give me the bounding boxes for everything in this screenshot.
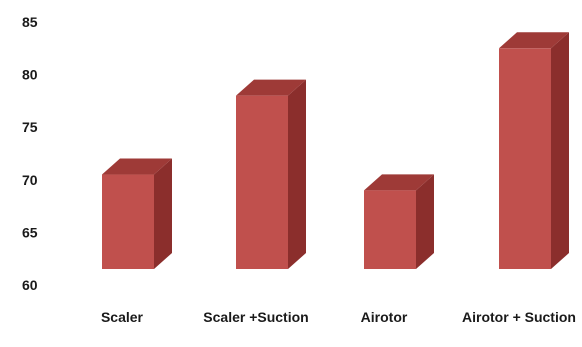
- bar-top: [236, 79, 306, 96]
- x-category-label: Airotor + Suction: [462, 309, 576, 325]
- y-tick-label: 60: [22, 277, 38, 293]
- y-tick-label: 65: [22, 224, 38, 240]
- bar-side: [416, 174, 434, 269]
- y-tick-label: 70: [22, 172, 38, 188]
- y-axis-ticks: 60 65 70 75 80 85: [22, 14, 38, 293]
- bar-front: [499, 48, 551, 269]
- x-category-label: Airotor: [361, 309, 408, 325]
- y-tick-label: 80: [22, 67, 38, 83]
- x-category-label: Scaler +Suction: [203, 309, 308, 325]
- y-tick-label: 85: [22, 14, 38, 30]
- y-tick-label: 75: [22, 119, 38, 135]
- bar-side: [154, 158, 172, 269]
- bar-side: [288, 79, 306, 269]
- bar-top: [102, 158, 172, 175]
- bar-side: [551, 32, 569, 269]
- bar: [236, 79, 306, 269]
- bar-top: [364, 174, 434, 191]
- bar: [364, 174, 434, 269]
- bar-front: [364, 190, 416, 269]
- bars: [102, 32, 569, 269]
- x-axis-labels: Scaler Scaler +Suction Airotor Airotor + Su…: [101, 309, 576, 325]
- bar-front: [102, 174, 154, 269]
- bar: [102, 158, 172, 269]
- x-category-label: Scaler: [101, 309, 144, 325]
- bar-front: [236, 95, 288, 269]
- bar-top: [499, 32, 569, 49]
- bar: [499, 32, 569, 269]
